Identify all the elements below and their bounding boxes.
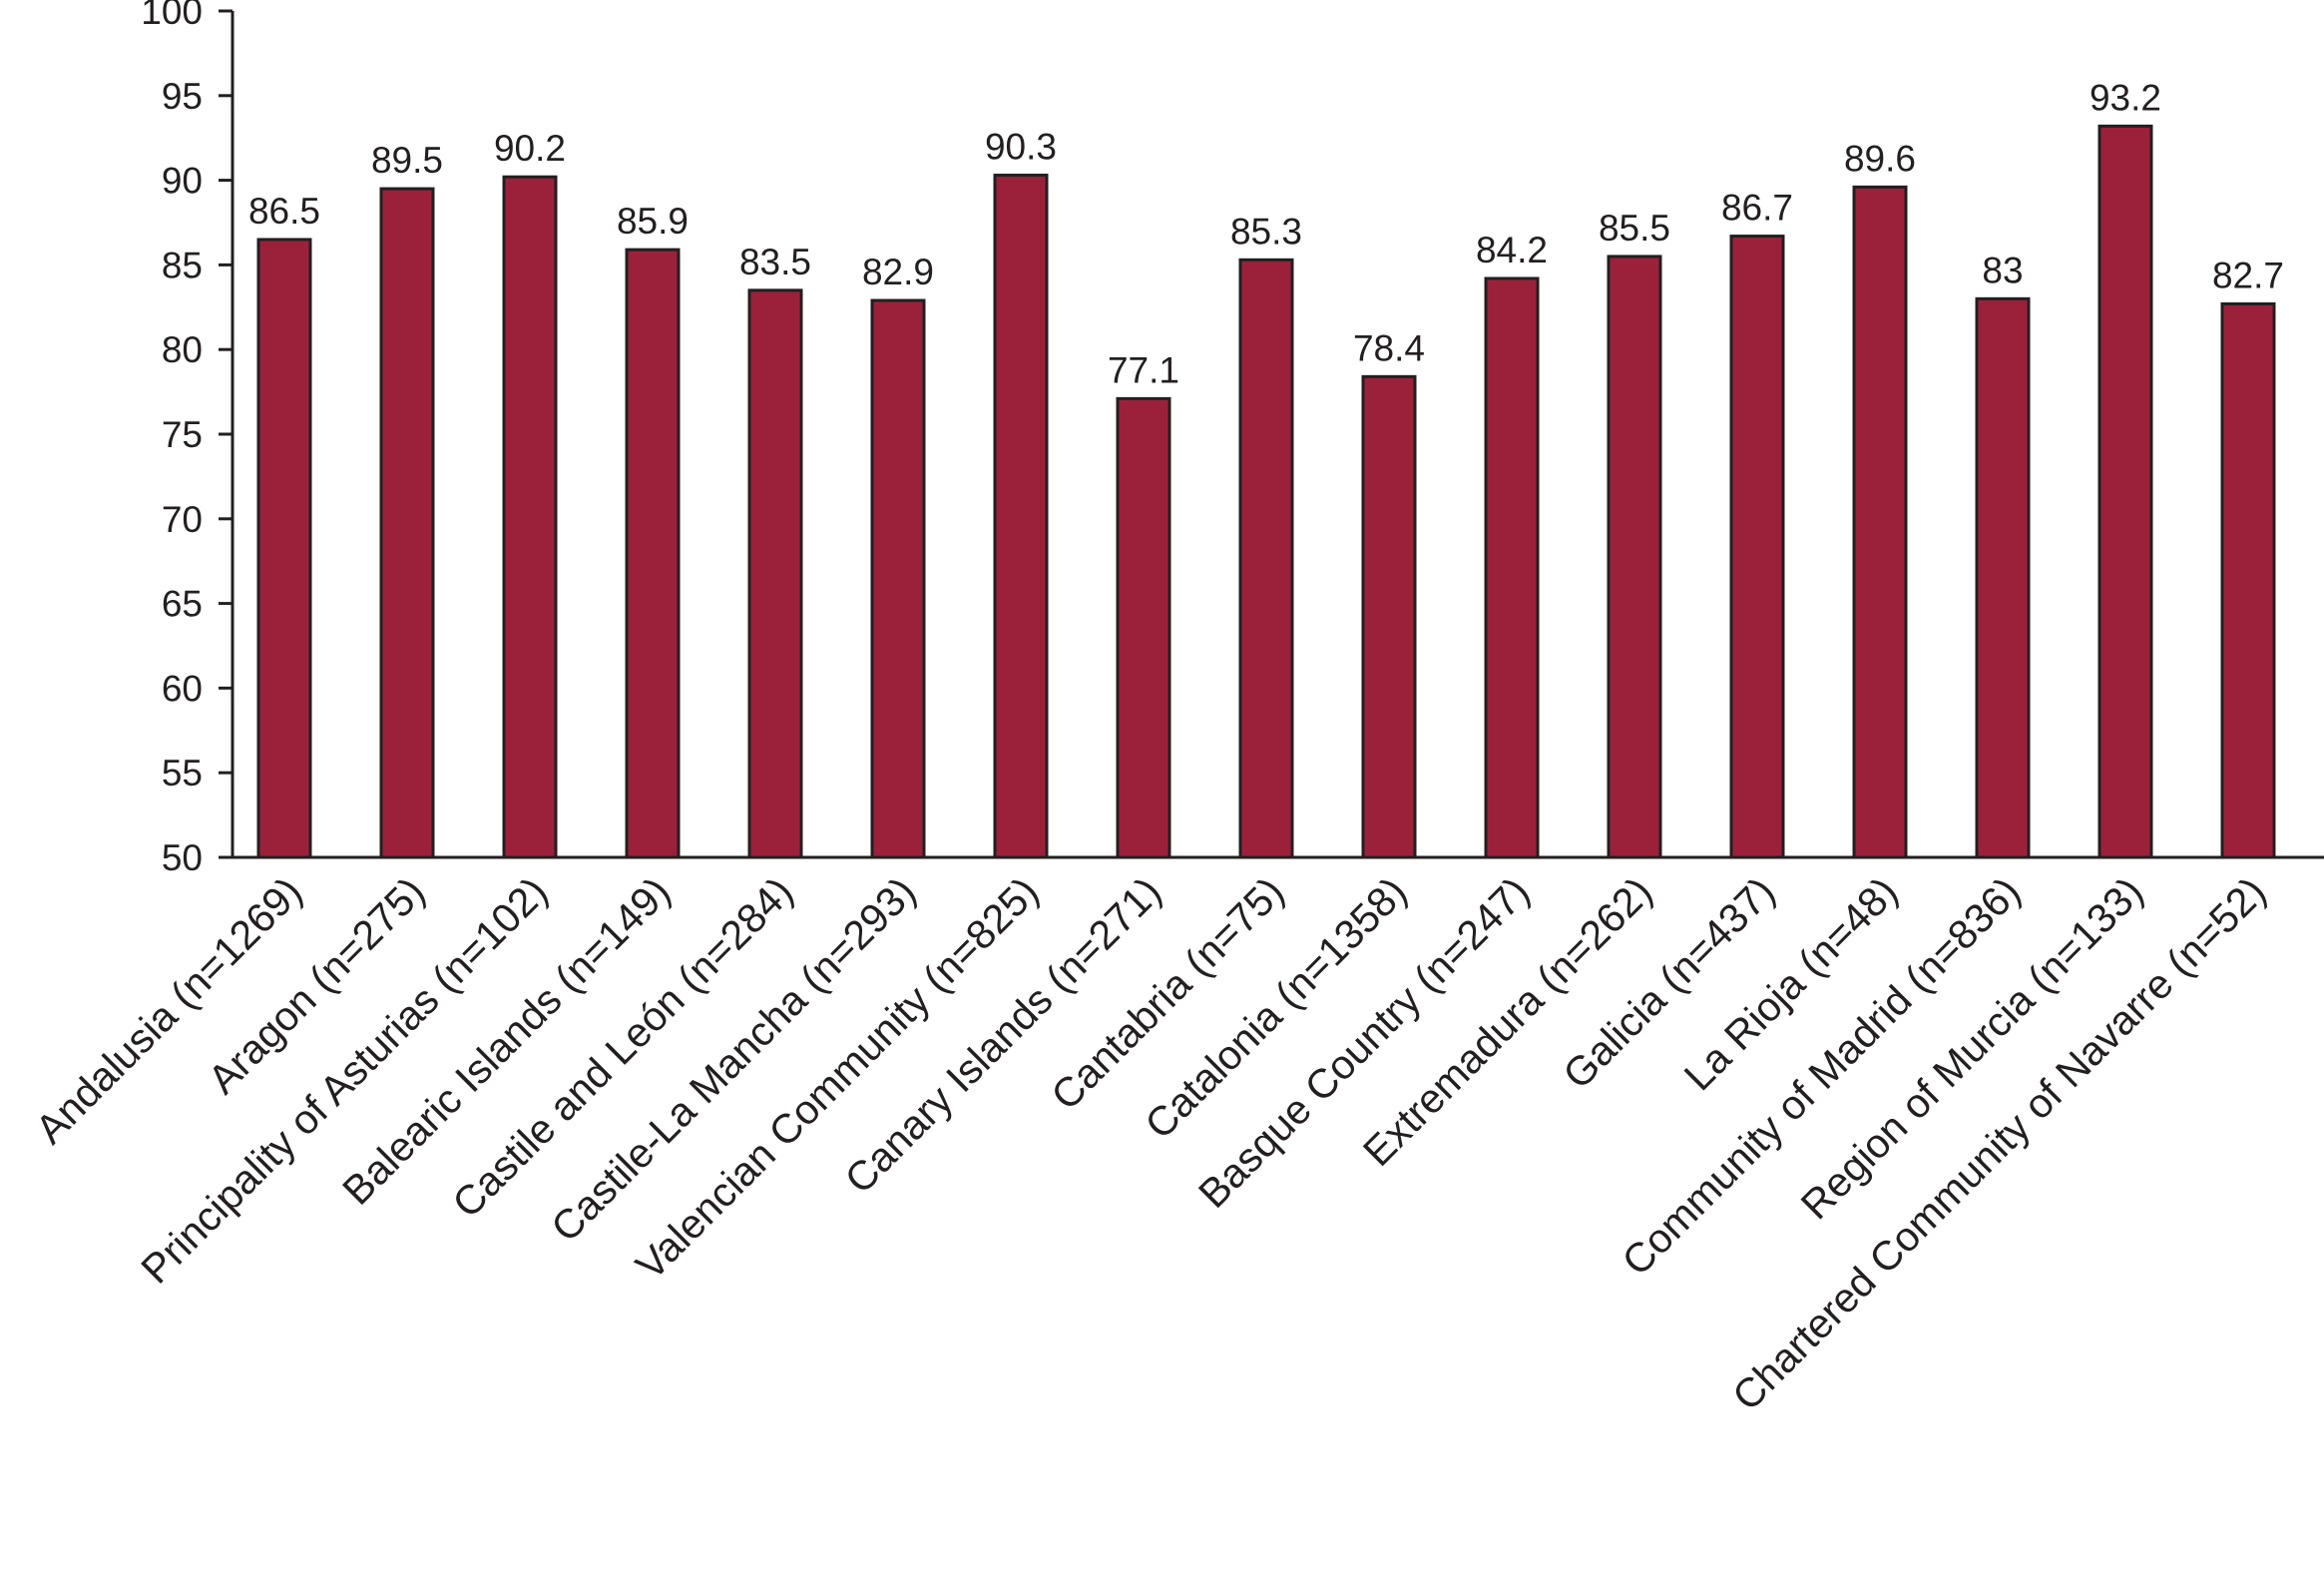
bar [256, 238, 312, 859]
value-label: 82.7 [2212, 255, 2284, 295]
value-label: 85.9 [617, 201, 689, 242]
value-label: 85.5 [1599, 208, 1670, 249]
bar [870, 298, 926, 859]
category-label: Aragon (n=275) [200, 868, 434, 1103]
bar [502, 175, 558, 859]
category-labels: Andalusia (n=1269)Aragon (n=275)Principa… [27, 868, 2275, 1419]
category-label: Cantabria (n=75) [1042, 868, 1292, 1119]
bars [256, 124, 2276, 859]
y-tick-label: 100 [141, 0, 203, 32]
y-tick-label: 75 [162, 414, 203, 455]
y-tick-label: 70 [162, 499, 203, 540]
value-label: 83 [1982, 250, 2023, 290]
value-label: 84.2 [1476, 230, 1548, 270]
y-tick-label: 65 [162, 584, 203, 625]
category-label: Galicia (n=437) [1554, 868, 1783, 1098]
value-label: 86.7 [1721, 188, 1793, 229]
y-tick-label: 60 [162, 668, 203, 709]
y-axis: 50 55 60 65 70 75 80 85 90 95 100 [141, 0, 234, 878]
bar [1729, 235, 1785, 859]
bar [747, 288, 803, 859]
value-label: 90.3 [985, 127, 1057, 168]
y-tick-label: 50 [162, 837, 203, 878]
value-label: 83.5 [739, 242, 811, 282]
bar [2097, 124, 2153, 859]
bar [625, 248, 681, 859]
value-label: 77.1 [1108, 349, 1179, 390]
value-label: 89.6 [1844, 138, 1916, 179]
bar [1484, 276, 1540, 859]
y-tick-label: 55 [162, 753, 203, 793]
value-label: 89.5 [371, 140, 443, 181]
y-tick-label: 80 [162, 329, 203, 370]
y-tick-label: 90 [162, 161, 203, 202]
bar [1607, 255, 1662, 859]
value-label: 78.4 [1353, 327, 1425, 368]
value-label: 93.2 [2090, 77, 2161, 118]
value-label: 85.3 [1230, 211, 1302, 252]
value-label: 86.5 [248, 191, 320, 232]
bar [1852, 185, 1908, 859]
bar [993, 174, 1049, 859]
bar [1238, 258, 1294, 859]
category-label: La Rioja (n=48) [1675, 868, 1907, 1100]
bar [2220, 301, 2276, 859]
y-tick-label: 95 [162, 76, 203, 117]
bar [1361, 374, 1417, 859]
bar [1975, 296, 2031, 859]
value-label: 82.9 [862, 252, 934, 292]
value-labels: 86.5 89.5 90.2 85.9 83.5 82.9 90.3 77.1 85.3 78.4… [248, 77, 2284, 390]
bar [1116, 396, 1171, 859]
bar [379, 187, 435, 859]
y-tick-label: 85 [162, 245, 203, 285]
value-label: 90.2 [494, 128, 566, 169]
